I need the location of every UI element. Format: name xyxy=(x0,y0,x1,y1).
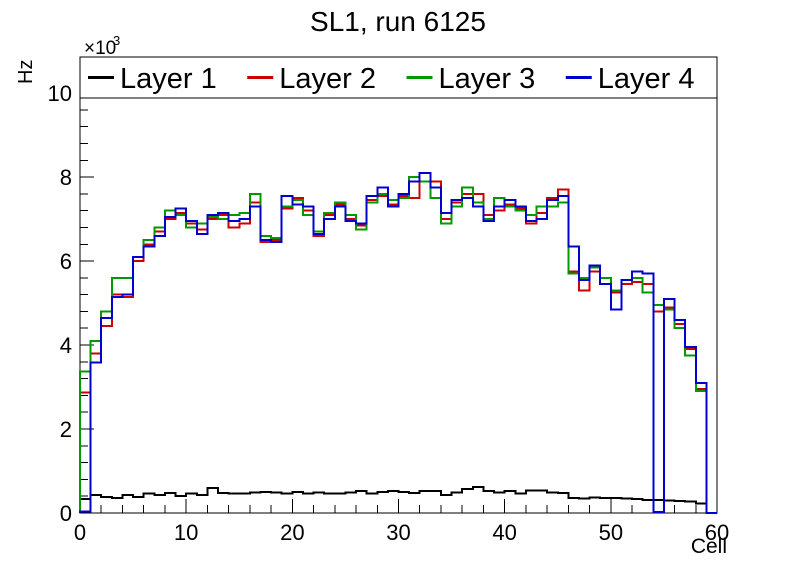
legend-entry-layer-3: Layer 3 xyxy=(406,63,536,95)
series-layer-1-path xyxy=(79,485,717,514)
y-axis-title: Hz xyxy=(15,60,37,84)
series-layer-2-path xyxy=(79,180,717,514)
y-tick-label: 0 xyxy=(60,501,72,526)
y-axis-tick-labels: 0 2 4 6 8 10 xyxy=(48,81,72,526)
y-tick-label: 10 xyxy=(48,81,72,106)
y-axis-ticks xyxy=(80,59,94,514)
plot-title: SL1, run 6125 xyxy=(310,6,486,37)
legend-label: Layer 2 xyxy=(279,63,376,95)
x-tick-label: 40 xyxy=(492,520,516,545)
series-layer-3-path xyxy=(79,176,717,514)
legend-label: Layer 4 xyxy=(598,63,695,95)
x-axis-ticks xyxy=(79,499,718,513)
legend: Layer 1 Layer 2 Layer 3 Layer 4 xyxy=(79,56,718,99)
legend-label: Layer 1 xyxy=(120,63,217,95)
x-tick-label: 60 xyxy=(705,520,729,545)
x-tick-label: 20 xyxy=(280,520,304,545)
x-tick-label: 10 xyxy=(174,520,198,545)
legend-entry-layer-4: Layer 4 xyxy=(565,63,695,95)
y-tick-label: 4 xyxy=(60,333,72,358)
x-axis-tick-labels: 0 10 20 30 40 50 60 xyxy=(74,520,729,545)
legend-box xyxy=(79,56,718,99)
x-tick-label: 50 xyxy=(599,520,623,545)
y-tick-label: 2 xyxy=(60,417,72,442)
y-axis-multiplier-exponent: 3 xyxy=(113,33,120,48)
x-tick-label: 30 xyxy=(386,520,410,545)
x-axis-title: Cell xyxy=(691,535,727,558)
x-tick-label: 0 xyxy=(74,520,86,545)
legend-label: Layer 3 xyxy=(439,63,536,95)
y-tick-label: 6 xyxy=(60,249,72,274)
series-layer-4-path xyxy=(79,171,717,514)
legend-entry-layer-1: Layer 1 xyxy=(88,63,217,95)
y-axis-multiplier: ×10 xyxy=(84,38,116,59)
y-tick-label: 8 xyxy=(60,165,72,190)
legend-entry-layer-2: Layer 2 xyxy=(247,63,376,95)
